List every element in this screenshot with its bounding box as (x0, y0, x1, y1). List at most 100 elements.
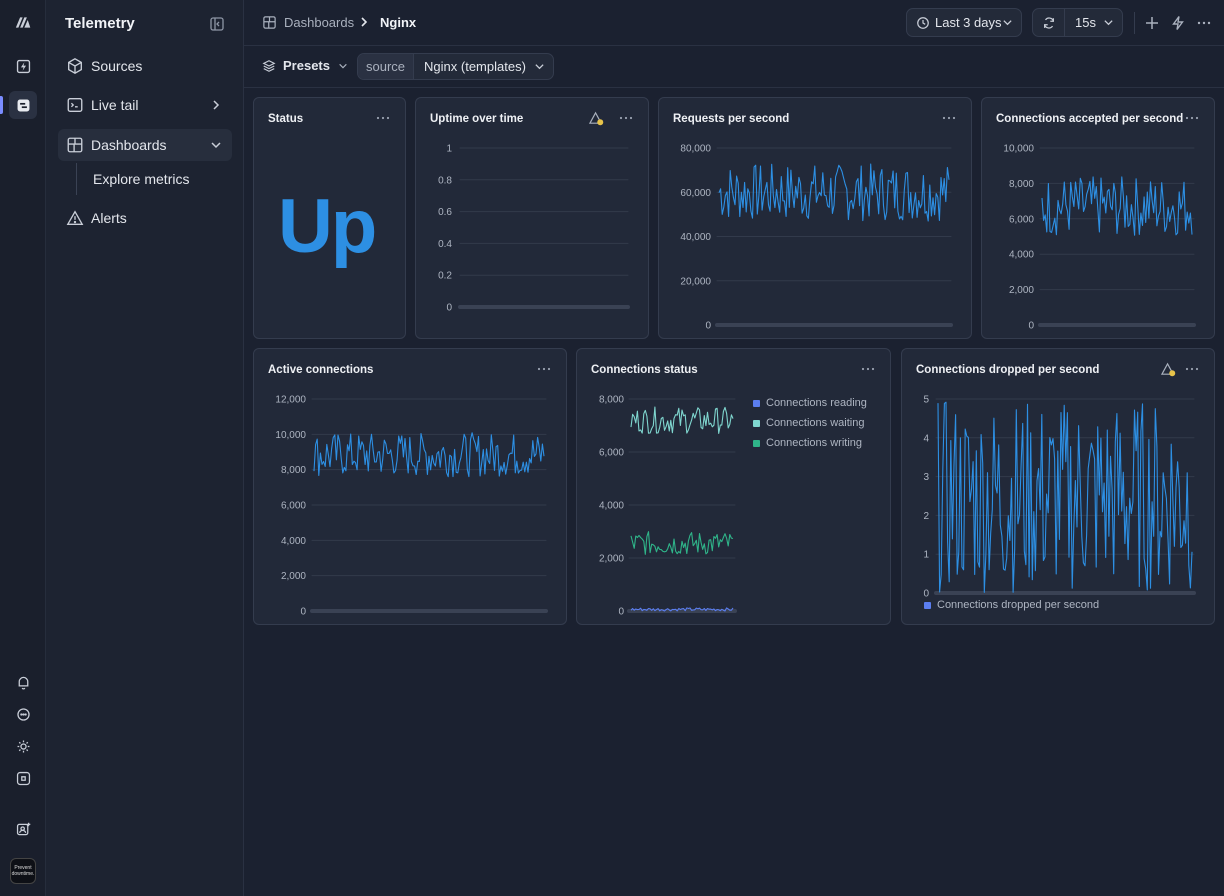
sun-icon[interactable] (9, 732, 37, 760)
panel-status: Status Up (253, 97, 406, 339)
uptime-app-icon[interactable] (9, 52, 37, 80)
legend-item-reading[interactable]: Connections reading (753, 397, 867, 409)
series-line-connections-dropped-per-second (937, 401, 1193, 593)
time-range-value: Last 3 days (935, 15, 1002, 30)
panel-menu-icon[interactable] (536, 361, 552, 377)
panel-menu-icon[interactable] (375, 110, 391, 126)
panel-title: Requests per second (673, 113, 790, 125)
chevron-down-icon (1003, 20, 1012, 26)
more-icon[interactable] (1196, 15, 1212, 31)
y-tick-label: 0 (446, 303, 452, 314)
y-tick-label: 1 (446, 144, 452, 155)
y-tick-label: 60,000 (680, 188, 711, 199)
time-range-picker[interactable]: Last 3 days (906, 8, 1022, 37)
panel-menu-icon[interactable] (860, 361, 876, 377)
y-tick-label: 0.8 (438, 175, 452, 186)
bell-icon[interactable] (9, 668, 37, 696)
sidebar-item-sources[interactable]: Sources (58, 50, 232, 82)
dashboard-toolbar: Presets source Nginx (templates) (244, 46, 1224, 88)
legend-swatch (753, 419, 760, 427)
sidebar-item-dashboards[interactable]: Dashboards (58, 129, 232, 161)
connections-status-chart: 8,000 6,000 4,000 2,000 0 (599, 395, 737, 618)
sidebar-item-label: Alerts (91, 210, 127, 226)
y-tick-label: 4,000 (599, 501, 624, 512)
y-tick-label: 2,000 (281, 571, 306, 582)
refresh-button[interactable] (1033, 9, 1065, 36)
warning-icon[interactable] (1161, 362, 1176, 377)
y-tick-label: 80,000 (680, 144, 711, 155)
presets-button[interactable]: Presets (262, 58, 348, 73)
presets-label: Presets (283, 58, 330, 73)
toolbar-divider (1134, 12, 1135, 34)
logo-icon[interactable] (9, 8, 37, 36)
legend-label: Connections writing (766, 437, 862, 449)
chevron-right-icon (361, 17, 368, 27)
y-tick-label: 0 (618, 607, 624, 618)
panel-menu-icon[interactable] (1184, 361, 1200, 377)
y-tick-label: 1 (923, 550, 929, 561)
series-line-cap (1041, 176, 1193, 236)
refresh-interval-value: 15s (1075, 15, 1096, 30)
panel-menu-icon[interactable] (1184, 110, 1200, 126)
legend-label: Connections waiting (766, 417, 865, 429)
panel-requests-per-second: Requests per second 80,000 60,000 40,000 20… (658, 97, 972, 339)
panel-menu-icon[interactable] (941, 110, 957, 126)
warning-icon[interactable] (589, 111, 604, 126)
panel-connections-accepted: Connections accepted per second 10,000 8,… (981, 97, 1215, 339)
series-line-connections-writing (630, 531, 734, 555)
y-tick-label: 0.6 (438, 207, 452, 218)
refresh-icon (1043, 16, 1054, 29)
series-line-connections-waiting (630, 406, 734, 434)
panel-title: Active connections (268, 364, 374, 376)
sidebar-item-live-tail[interactable]: Live tail (58, 89, 232, 121)
telemetry-app-icon[interactable] (9, 91, 37, 119)
avatar[interactable]: Prevent downtime. (10, 858, 36, 884)
panel-menu-icon[interactable] (618, 110, 634, 126)
y-tick-label: 3 (923, 472, 929, 483)
plus-icon[interactable] (1144, 15, 1160, 31)
y-tick-label: 0.4 (438, 239, 452, 250)
legend-swatch (753, 439, 760, 447)
top-bar: Dashboards Nginx Last 3 days 15s (244, 0, 1224, 46)
collapse-sidebar-icon[interactable] (209, 16, 225, 32)
y-tick-label: 0 (705, 321, 711, 332)
legend-label: Connections reading (766, 397, 867, 409)
chat-icon[interactable] (9, 700, 37, 728)
terminal-icon (67, 98, 83, 112)
avatar-line-2: downtime. (11, 871, 35, 877)
warning-icon (66, 210, 84, 225)
chevron-down-icon (1104, 20, 1113, 26)
connections-dropped-chart: 5 4 3 2 1 0 (923, 395, 1196, 600)
breadcrumb-current: Nginx (380, 15, 417, 30)
sidebar-item-explore-metrics[interactable]: Explore metrics (93, 171, 190, 187)
source-select[interactable]: source Nginx (templates) (357, 53, 554, 80)
sidebar-item-label: Dashboards (91, 137, 167, 153)
legend-item-waiting[interactable]: Connections waiting (753, 417, 864, 429)
y-tick-label: 0 (300, 607, 306, 618)
source-key: source (358, 54, 415, 79)
active-indicator (0, 96, 3, 114)
y-tick-label: 6,000 (599, 448, 624, 459)
series-line-rps (718, 163, 950, 222)
uptime-chart: 1 0.8 0.6 0.4 0.2 0 (438, 144, 630, 314)
chevron-down-icon (339, 63, 347, 68)
sidebar-item-alerts[interactable]: Alerts (58, 202, 232, 234)
icon-rail: Prevent downtime. (0, 0, 46, 896)
invite-user-icon[interactable] (9, 815, 37, 843)
y-tick-label: 10,000 (275, 430, 306, 441)
refresh-interval-select[interactable]: 15s (1065, 9, 1122, 36)
y-tick-label: 0 (1028, 321, 1034, 332)
series-line-active (313, 432, 545, 478)
legend-item-dropped[interactable]: Connections dropped per second (924, 599, 1099, 611)
legend-swatch (924, 601, 931, 609)
lightning-icon[interactable] (1170, 15, 1186, 31)
panel-title: Connections accepted per second (996, 113, 1184, 125)
legend-item-writing[interactable]: Connections writing (753, 437, 862, 449)
y-tick-label: 6,000 (281, 501, 306, 512)
sidebar-item-label: Sources (91, 58, 143, 74)
command-icon[interactable] (9, 764, 37, 792)
y-tick-label: 8,000 (599, 395, 624, 406)
sidebar: Telemetry Sources Live tail Dashboards E… (46, 0, 244, 896)
breadcrumb-parent[interactable]: Dashboards (284, 15, 355, 30)
y-tick-label: 10,000 (1003, 144, 1034, 155)
